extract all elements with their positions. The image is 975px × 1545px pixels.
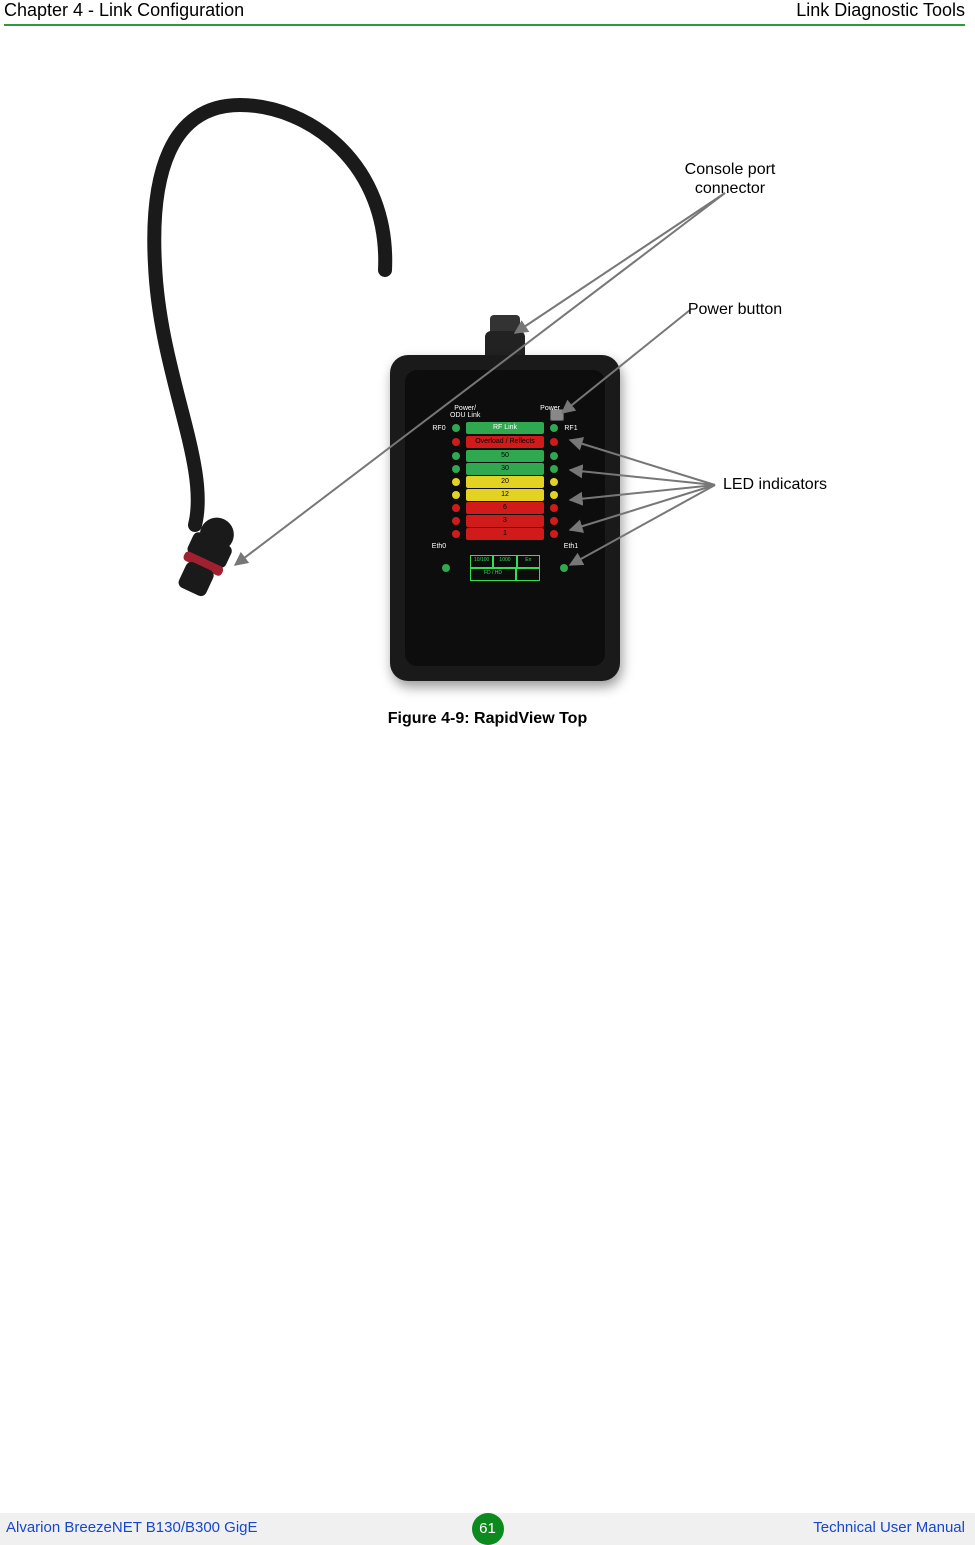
callout-console-text: Console port connector [670, 160, 790, 198]
footer-product: Alvarion BreezeNET B130/B300 GigE [6, 1519, 258, 1536]
callout-leds-text: LED indicators [705, 475, 845, 494]
header-chapter: Chapter 4 - Link Configuration [4, 0, 244, 21]
page-footer: Alvarion BreezeNET B130/B300 GigE 61 Tec… [0, 1513, 975, 1545]
callout-power-text: Power button [675, 300, 795, 319]
page-number-badge: 61 [472, 1513, 504, 1545]
header-rule [4, 24, 965, 26]
figure: Power/ ODU Link Power RF0 RF Link RF1 Ov… [130, 95, 850, 705]
header-section: Link Diagnostic Tools [796, 0, 965, 21]
figure-caption: Figure 4-9: RapidView Top [0, 710, 975, 728]
figure-box: Power/ ODU Link Power RF0 RF Link RF1 Ov… [130, 95, 760, 685]
page-header: Chapter 4 - Link Configuration Link Diag… [0, 0, 975, 28]
footer-manual: Technical User Manual [813, 1519, 965, 1536]
